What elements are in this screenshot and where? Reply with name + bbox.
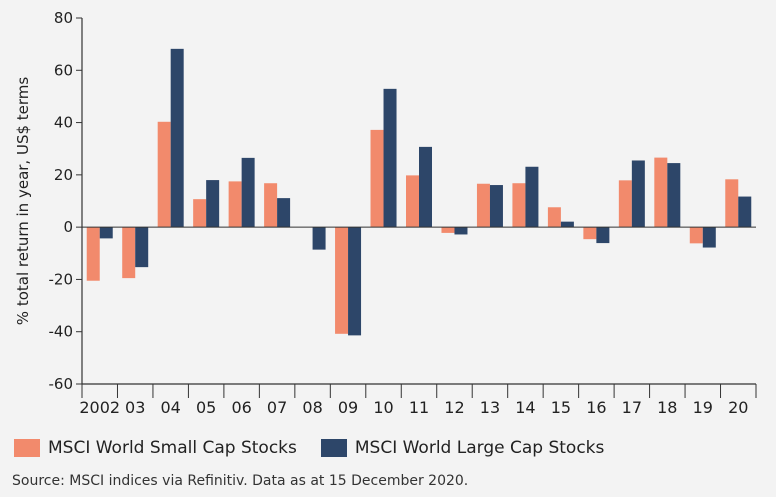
x-tick-label: 16 (586, 398, 606, 417)
bar-chart: -60 -40 -20 0 20 40 60 80 % total return in year… (14, 9, 757, 417)
bar-large-cap (170, 48, 184, 228)
bar-small-cap (122, 227, 136, 279)
legend-item-small-cap: MSCI World Small Cap Stocks (14, 438, 297, 458)
y-tick-label: 80 (54, 9, 73, 27)
x-tick-label: 14 (515, 398, 535, 417)
x-tick-label: 05 (196, 398, 216, 417)
bar-large-cap (135, 227, 149, 268)
bar-small-cap (406, 175, 419, 228)
bar-large-cap (454, 227, 468, 235)
bar-large-cap (348, 227, 362, 336)
y-tick-label: 0 (63, 218, 73, 236)
y-tick-label: -20 (49, 270, 74, 288)
x-tick-label: 2002 (79, 398, 120, 417)
bar-small-cap (441, 227, 455, 233)
x-tick-label: 19 (693, 398, 713, 417)
legend-item-large-cap: MSCI World Large Cap Stocks (320, 438, 605, 458)
bar-small-cap (335, 227, 349, 334)
bar-large-cap (667, 163, 681, 228)
y-tick-label: 40 (54, 114, 73, 132)
y-tick-label: 20 (54, 166, 73, 184)
x-tick-label: 11 (409, 398, 429, 417)
bar-small-cap (654, 157, 668, 228)
bar-small-cap (476, 183, 490, 228)
x-tick-label: 17 (622, 398, 642, 417)
y-axis-label: % total return in year, US$ terms (14, 77, 32, 326)
bar-large-cap (419, 146, 432, 228)
bar-large-cap (631, 160, 645, 228)
bar-large-cap (702, 227, 716, 248)
source-note: Source: MSCI indices via Refinitiv. Data… (12, 473, 469, 489)
x-tick-label: 10 (373, 398, 393, 417)
bar-small-cap (689, 227, 703, 244)
x-tick-label: 03 (125, 398, 145, 417)
legend: MSCI World Small Cap Stocks MSCI World L… (14, 438, 628, 458)
bar-small-cap (86, 227, 100, 281)
x-tick-label: 13 (480, 398, 500, 417)
bar-large-cap (596, 227, 610, 244)
bar-large-cap (206, 180, 220, 228)
x-tick-label: 09 (338, 398, 358, 417)
x-tick-label: 06 (231, 398, 251, 417)
bar-small-cap (583, 227, 597, 240)
bar-large-cap (560, 221, 574, 228)
bar-large-cap (489, 185, 503, 228)
bar-large-cap (738, 196, 752, 228)
bar-small-cap (228, 181, 242, 228)
x-tick-label: 15 (551, 398, 571, 417)
bar-large-cap (525, 166, 539, 228)
bar-small-cap (264, 183, 278, 228)
x-tick-label: 20 (728, 398, 748, 417)
y-tick-label: -60 (49, 375, 74, 393)
legend-label-large-cap: MSCI World Large Cap Stocks (354, 438, 605, 458)
legend-swatch-large-cap (320, 439, 347, 457)
bar-large-cap (312, 227, 326, 250)
bar-small-cap (618, 180, 632, 228)
bar-small-cap (725, 179, 739, 228)
legend-label-small-cap: MSCI World Small Cap Stocks (48, 438, 297, 458)
y-tick-label: 60 (54, 61, 73, 79)
bar-small-cap (547, 207, 561, 228)
y-tick-label: -40 (49, 323, 74, 341)
bar-small-cap (157, 121, 171, 228)
x-tick-label: 12 (444, 398, 464, 417)
x-tick-label: 18 (657, 398, 677, 417)
legend-swatch-small-cap (14, 439, 40, 457)
x-tick-label: 07 (267, 398, 287, 417)
bar-large-cap (241, 157, 255, 228)
bar-large-cap (99, 227, 113, 239)
bar-small-cap (512, 183, 526, 228)
x-tick-label: 08 (302, 398, 322, 417)
bar-small-cap (370, 129, 384, 228)
bar-small-cap (193, 199, 207, 228)
bar-large-cap (277, 198, 291, 228)
bar-large-cap (383, 88, 397, 228)
x-tick-label: 04 (161, 398, 181, 417)
